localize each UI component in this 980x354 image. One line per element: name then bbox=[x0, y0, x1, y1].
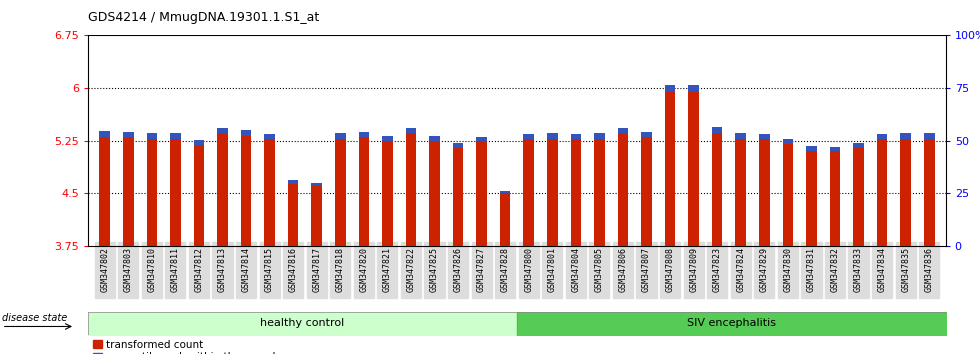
Bar bbox=[218, 133, 227, 246]
Bar bbox=[830, 151, 840, 246]
Bar bbox=[547, 133, 558, 139]
Text: GDS4214 / MmugDNA.19301.1.S1_at: GDS4214 / MmugDNA.19301.1.S1_at bbox=[88, 11, 319, 24]
Text: SIV encephalitis: SIV encephalitis bbox=[687, 318, 776, 328]
Bar bbox=[382, 141, 393, 246]
Bar bbox=[265, 139, 275, 246]
Bar bbox=[288, 180, 299, 184]
Bar bbox=[523, 134, 534, 139]
Bar bbox=[335, 139, 346, 246]
Bar bbox=[500, 193, 511, 246]
Bar bbox=[265, 134, 275, 139]
Bar bbox=[476, 141, 487, 246]
Bar bbox=[241, 136, 251, 246]
Bar bbox=[711, 133, 722, 246]
Bar bbox=[429, 141, 440, 246]
Bar bbox=[783, 139, 793, 144]
Bar bbox=[617, 128, 628, 133]
Bar bbox=[288, 184, 299, 246]
Bar bbox=[735, 133, 746, 139]
Bar bbox=[901, 133, 911, 139]
Bar bbox=[877, 139, 888, 246]
Bar bbox=[218, 128, 227, 133]
Bar bbox=[711, 127, 722, 133]
Bar bbox=[594, 139, 605, 246]
Bar bbox=[241, 130, 251, 136]
Bar bbox=[617, 133, 628, 246]
Bar bbox=[406, 133, 416, 246]
Bar bbox=[99, 131, 110, 137]
Bar bbox=[854, 148, 863, 246]
Bar bbox=[594, 133, 605, 139]
Bar bbox=[759, 139, 769, 246]
Bar bbox=[830, 147, 840, 151]
Bar bbox=[500, 191, 511, 193]
Bar bbox=[312, 183, 322, 186]
Bar bbox=[901, 139, 911, 246]
Bar bbox=[359, 132, 369, 137]
Bar bbox=[335, 133, 346, 139]
Bar bbox=[312, 186, 322, 246]
Bar bbox=[429, 136, 440, 141]
Bar bbox=[406, 128, 416, 133]
Bar bbox=[807, 146, 816, 151]
Bar bbox=[664, 92, 675, 246]
Bar bbox=[171, 133, 180, 139]
Bar bbox=[924, 139, 935, 246]
Bar bbox=[194, 145, 204, 246]
Bar bbox=[783, 144, 793, 246]
Text: healthy control: healthy control bbox=[261, 318, 345, 328]
Bar bbox=[547, 139, 558, 246]
Bar bbox=[194, 140, 204, 145]
Bar bbox=[641, 132, 652, 137]
Bar bbox=[122, 132, 133, 137]
Bar bbox=[854, 143, 863, 148]
Bar bbox=[570, 139, 581, 246]
Bar bbox=[359, 137, 369, 246]
Bar bbox=[476, 137, 487, 141]
Bar bbox=[664, 85, 675, 92]
Bar bbox=[688, 85, 699, 92]
Bar bbox=[523, 139, 534, 246]
Bar bbox=[382, 136, 393, 141]
Bar bbox=[735, 139, 746, 246]
Bar bbox=[453, 148, 464, 246]
Bar bbox=[99, 137, 110, 246]
Bar bbox=[807, 151, 816, 246]
Bar bbox=[759, 134, 769, 139]
Bar bbox=[688, 92, 699, 246]
Bar bbox=[171, 139, 180, 246]
Bar bbox=[146, 139, 157, 246]
Bar bbox=[122, 137, 133, 246]
Bar bbox=[570, 134, 581, 139]
Bar bbox=[453, 143, 464, 148]
Text: disease state: disease state bbox=[2, 313, 67, 323]
Bar bbox=[877, 134, 888, 139]
Legend: transformed count, percentile rank within the sample: transformed count, percentile rank withi… bbox=[93, 340, 282, 354]
Bar bbox=[641, 137, 652, 246]
Bar bbox=[924, 133, 935, 139]
Bar bbox=[146, 133, 157, 139]
